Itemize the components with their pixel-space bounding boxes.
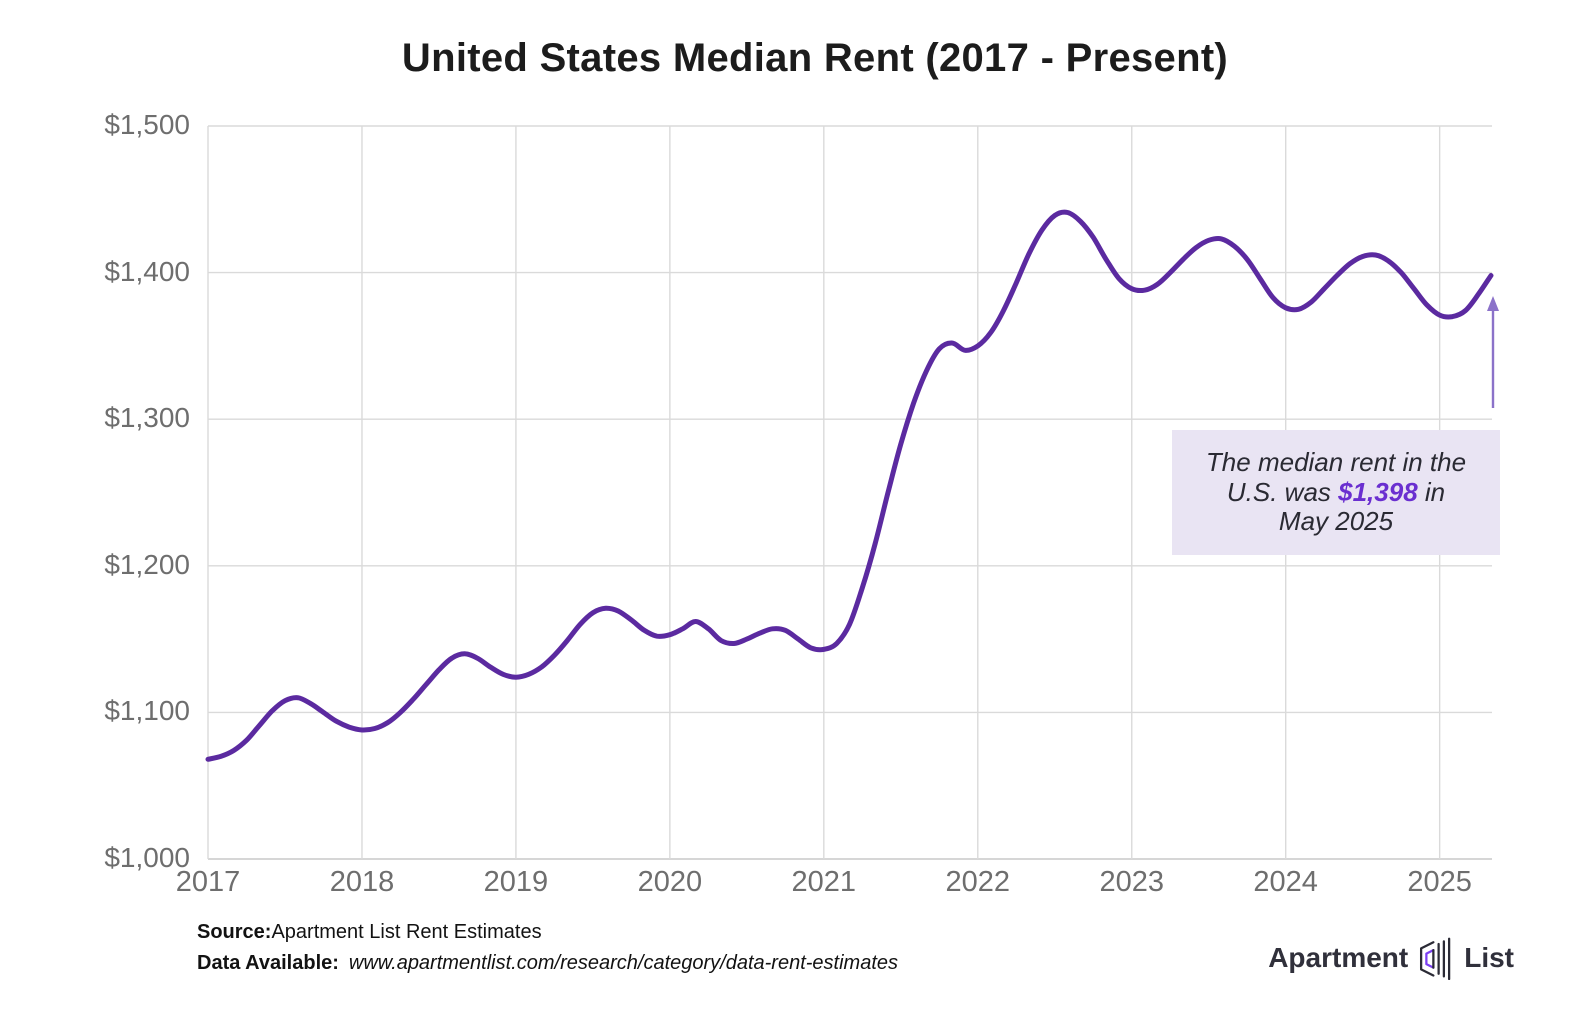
rent-line-series	[205, 209, 1494, 762]
horizontal-gridlines	[208, 125, 1492, 860]
annotation-amount: $1,398	[1338, 476, 1418, 507]
y-axis-label: $1,000	[104, 842, 190, 873]
annotation-line-3: May 2025	[1278, 506, 1394, 537]
source-value: Apartment List Rent Estimates	[271, 921, 542, 943]
source-line: Source:Apartment List Rent Estimates	[197, 917, 898, 948]
chart-title: United States Median Rent (2017 - Presen…	[401, 36, 1229, 80]
y-axis-label: $1,400	[104, 255, 190, 287]
data-available-label: Data Available:	[197, 952, 339, 974]
y-axis-label: $1,200	[104, 548, 190, 580]
apartment-list-logo: Apartment List	[1268, 936, 1514, 980]
x-axis-label: 2019	[483, 866, 549, 898]
x-axis-label: 2017	[175, 866, 241, 898]
x-axis-label: 2021	[791, 866, 857, 898]
x-axis-label: 2020	[637, 866, 703, 898]
y-axis-label: $1,500	[104, 109, 190, 140]
source-label: Source:	[197, 921, 272, 943]
x-axis-label: 2023	[1099, 866, 1164, 898]
x-axis-label: 2022	[945, 866, 1011, 898]
annotation-line-1: The median rent in the	[1205, 447, 1467, 478]
y-axis-label: $1,300	[104, 402, 190, 434]
x-axis-label: 2024	[1253, 866, 1318, 898]
y-axis-label: $1,100	[104, 695, 190, 727]
apartment-list-house-icon	[1420, 937, 1451, 980]
x-axis-label: 2018	[329, 866, 395, 898]
data-available-line: Data Available: www.apartmentlist.com/res…	[197, 948, 898, 979]
logo-text-list: List	[1464, 942, 1514, 973]
annotation-arrow	[1487, 296, 1499, 408]
source-block: Source:Apartment List Rent Estimates Dat…	[197, 917, 898, 979]
annotation-line-2: U.S. was $1,398 in	[1226, 476, 1446, 507]
logo-text-apartment: Apartment	[1268, 942, 1409, 973]
x-axis-label: 2025	[1407, 866, 1472, 898]
data-available-url: www.apartmentlist.com/research/category/…	[348, 952, 899, 974]
annotation-callout: The median rent in the U.S. was $1,398 i…	[1172, 430, 1500, 555]
